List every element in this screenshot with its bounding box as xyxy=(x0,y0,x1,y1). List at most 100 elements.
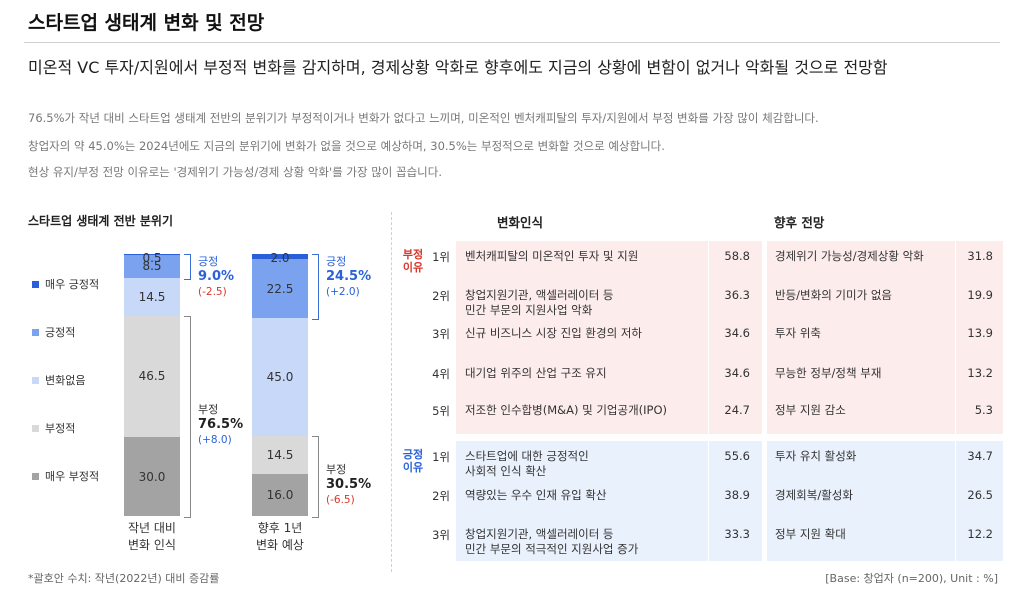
legend-swatch xyxy=(32,376,39,384)
positive-reason-outlook-value: 26.5 xyxy=(967,488,993,502)
legend-item: 긍정적 xyxy=(32,324,75,340)
positive-reason-outlook-item: 경제회복/활성화 xyxy=(775,488,853,502)
no-change-segment xyxy=(252,318,308,437)
negative-reasons-panel-outlook xyxy=(767,241,1003,434)
positive-reason-item-line: 역량있는 우수 인재 유입 확산 xyxy=(465,488,607,502)
positive-reason-rank: 1위 xyxy=(432,450,450,464)
legend-swatch xyxy=(32,472,39,480)
positive-reason-item-line: 민간 부문의 적극적인 지원사업 증가 xyxy=(465,542,639,556)
negative-reason-value: 34.6 xyxy=(724,326,750,340)
description-line: 창업자의 약 45.0%는 2024년에도 지금의 분위기에 변화가 없을 것으… xyxy=(28,139,665,153)
positive-reason-outlook-value: 12.2 xyxy=(967,527,993,541)
negative-reason-value: 24.7 xyxy=(724,403,750,417)
negative-segment xyxy=(124,315,180,438)
column-separator xyxy=(708,241,709,434)
no-change-segment xyxy=(124,277,180,316)
legend-swatch xyxy=(32,280,39,288)
negative-reason-outlook-value: 19.9 xyxy=(967,288,993,302)
negative-reason-outlook-value: 31.8 xyxy=(967,249,993,263)
positive-reason-item: 스타트업에 대한 긍정적인 사회적 인식 확산 xyxy=(465,449,705,479)
legend-label: 매우 부정적 xyxy=(45,470,100,483)
negative-reason-outlook-item: 투자 위축 xyxy=(775,326,821,340)
positive-reason-item: 역량있는 우수 인재 유입 확산 xyxy=(465,488,705,503)
negative-summary-change: (-6.5) xyxy=(326,494,355,507)
negative-reason-rank: 2위 xyxy=(432,289,450,303)
negative-reason-outlook-value: 13.2 xyxy=(967,366,993,380)
negative-summary-label: 부정 xyxy=(326,463,347,477)
negative-reason-value: 34.6 xyxy=(724,366,750,380)
negative-reason-rank: 5위 xyxy=(432,404,450,418)
bar-category-label: 향후 1년 변화 예상 xyxy=(232,520,328,554)
positive-reason-outlook-value: 34.7 xyxy=(967,449,993,463)
page-title: 스타트업 생태계 변화 및 전망 xyxy=(28,12,265,34)
positive-bracket xyxy=(312,254,319,321)
bar-value-label: 8.5 xyxy=(142,259,162,274)
negative-reason-outlook-item: 반등/변화의 기미가 없음 xyxy=(775,288,892,302)
negative-reason-item-line: 신규 비즈니스 시장 진입 환경의 저하 xyxy=(465,326,642,340)
positive-bracket xyxy=(184,254,191,280)
legend-label: 매우 긍정적 xyxy=(45,278,100,291)
negative-reasons-panel xyxy=(456,241,762,434)
column-separator xyxy=(708,441,709,561)
bar-value-label: 46.5 xyxy=(138,369,166,384)
positive-summary-label: 긍정 xyxy=(326,255,347,268)
header-outlook: 향후 전망 xyxy=(774,215,825,230)
negative-reason-item-line: 벤처캐피탈의 미온적인 투자 및 지원 xyxy=(465,249,639,263)
negative-summary-label: 부정 xyxy=(198,402,219,416)
negative-reasons-label: 부정 이유 xyxy=(398,248,428,274)
negative-reason-value: 58.8 xyxy=(724,249,750,263)
negative-reason-item: 벤처캐피탈의 미온적인 투자 및 지원 xyxy=(465,249,705,264)
positive-reasons-panel-outlook xyxy=(767,441,1003,561)
positive-summary: 긍정 9.0% (-2.5) xyxy=(198,254,234,299)
footnote: *괄호안 수치: 작년(2022년) 대비 증감률 xyxy=(28,572,220,585)
legend-item: 매우 긍정적 xyxy=(32,276,99,292)
negative-reason-item: 대기업 위주의 산업 구조 유지 xyxy=(465,366,705,381)
negative-reason-item-line: 민간 부문의 지원사업 악화 xyxy=(465,303,593,317)
negative-reason-item-line: 저조한 인수합병(M&A) 및 기업공개(IPO) xyxy=(465,403,668,417)
negative-summary-value: 30.5% xyxy=(326,477,372,493)
legend-swatch xyxy=(32,328,39,336)
negative-reason-outlook-item: 경제위기 가능성/경제상황 악화 xyxy=(775,249,924,263)
bar-value-label: 16.0 xyxy=(266,488,294,503)
description-line: 76.5%가 작년 대비 스타트업 생태계 전반의 분위기가 부정적이거나 변화… xyxy=(28,111,819,125)
negative-reason-item-line: 대기업 위주의 산업 구조 유지 xyxy=(465,366,607,380)
positive-segment xyxy=(124,255,180,278)
positive-reasons-label: 긍정 이유 xyxy=(398,448,428,474)
category-label-line: 변화 인식 xyxy=(128,538,176,552)
legend-item: 매우 부정적 xyxy=(32,468,99,484)
very-positive-segment xyxy=(124,254,180,256)
positive-reason-item-line: 창업지원기관, 액셀러레이터 등 xyxy=(465,527,614,541)
chart-section-title: 스타트업 생태계 전반 분위기 xyxy=(28,214,174,228)
bar-value-label: 2.0 xyxy=(270,251,290,265)
positive-reason-value: 38.9 xyxy=(724,488,750,502)
bar-value-label: 45.0 xyxy=(266,370,294,385)
negative-reasons-label-line: 부정 xyxy=(402,248,424,261)
negative-reason-value: 36.3 xyxy=(724,288,750,302)
legend-label: 변화없음 xyxy=(45,374,86,387)
negative-reason-item-line: 창업지원기관, 액셀러레이터 등 xyxy=(465,288,614,302)
positive-segment xyxy=(252,259,308,319)
column-separator xyxy=(955,441,956,561)
negative-reason-item: 창업지원기관, 액셀러레이터 등 민간 부문의 지원사업 악화 xyxy=(465,288,705,318)
negative-summary-change: (+8.0) xyxy=(198,433,232,446)
section-divider xyxy=(391,212,392,572)
positive-reason-value: 33.3 xyxy=(724,527,750,541)
positive-reason-rank: 2위 xyxy=(432,489,450,503)
negative-summary: 부정 30.5% (-6.5) xyxy=(326,462,371,507)
bar-value-label: 14.5 xyxy=(266,448,294,463)
negative-bracket xyxy=(184,315,191,518)
positive-summary-value: 24.5% xyxy=(326,269,372,284)
column-separator xyxy=(955,241,956,434)
negative-bracket xyxy=(312,436,319,518)
category-label-line: 작년 대비 xyxy=(128,521,176,535)
positive-reason-item-line: 스타트업에 대한 긍정적인 xyxy=(465,449,589,463)
negative-reason-outlook-item: 정부 지원 감소 xyxy=(775,403,846,417)
bar-value-label: 22.5 xyxy=(266,281,294,296)
negative-reason-item: 신규 비즈니스 시장 진입 환경의 저하 xyxy=(465,326,705,341)
description-line: 현상 유지/부정 전망 이유로는 '경제위기 가능성/경제 상황 악화'를 가장… xyxy=(28,165,442,179)
very-negative-segment xyxy=(124,437,180,516)
title-divider xyxy=(24,42,1000,43)
negative-reason-outlook-value: 13.9 xyxy=(967,326,993,340)
legend-swatch xyxy=(32,424,39,432)
positive-reason-outlook-item: 정부 지원 확대 xyxy=(775,527,846,541)
